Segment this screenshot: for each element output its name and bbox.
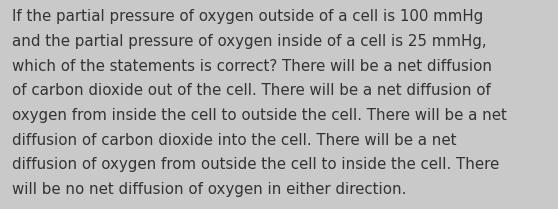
Text: If the partial pressure of oxygen outside of a cell is 100 mmHg: If the partial pressure of oxygen outsid… bbox=[12, 9, 484, 24]
Text: of carbon dioxide out of the cell. There will be a net diffusion of: of carbon dioxide out of the cell. There… bbox=[12, 83, 491, 98]
Text: which of the statements is correct? There will be a net diffusion: which of the statements is correct? Ther… bbox=[12, 59, 492, 74]
Text: will be no net diffusion of oxygen in either direction.: will be no net diffusion of oxygen in ei… bbox=[12, 182, 407, 197]
Text: and the partial pressure of oxygen inside of a cell is 25 mmHg,: and the partial pressure of oxygen insid… bbox=[12, 34, 487, 49]
Text: diffusion of oxygen from outside the cell to inside the cell. There: diffusion of oxygen from outside the cel… bbox=[12, 157, 499, 172]
Text: oxygen from inside the cell to outside the cell. There will be a net: oxygen from inside the cell to outside t… bbox=[12, 108, 507, 123]
Text: diffusion of carbon dioxide into the cell. There will be a net: diffusion of carbon dioxide into the cel… bbox=[12, 133, 457, 148]
